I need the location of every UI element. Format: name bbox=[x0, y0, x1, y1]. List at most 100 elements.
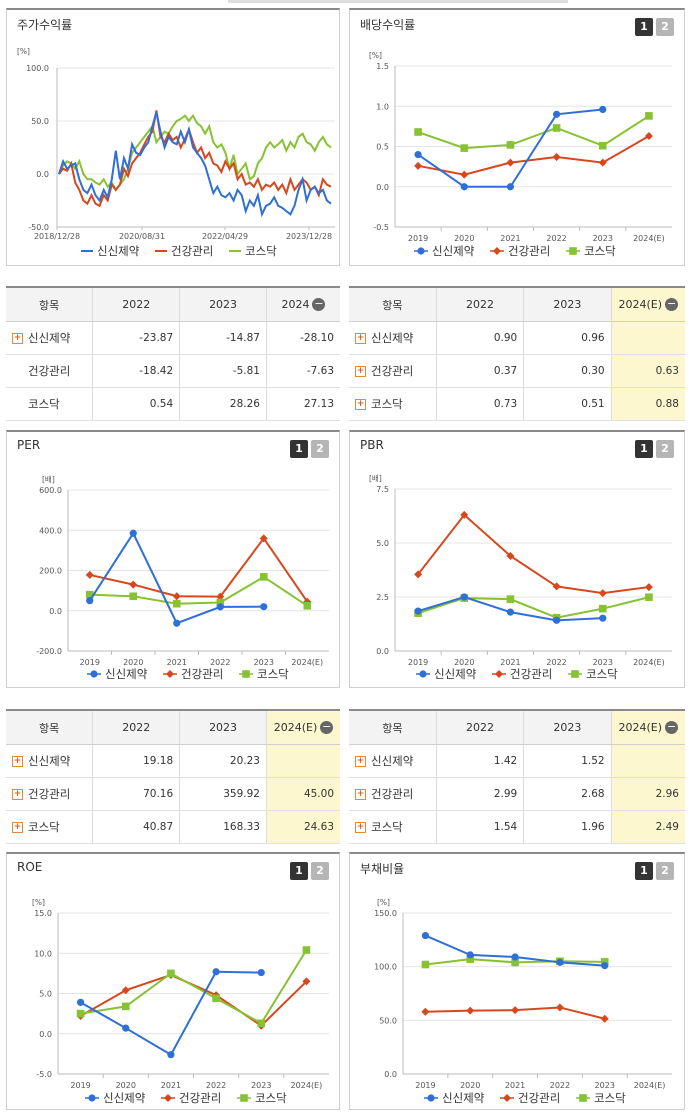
collapse-button[interactable]: − bbox=[320, 720, 334, 735]
y-tick-label: 5.0 bbox=[376, 539, 389, 548]
y-tick-label: -50.0 bbox=[28, 223, 49, 232]
legend-item-s3[interactable]: 코스닥 bbox=[568, 667, 618, 681]
legend-label: 코스닥 bbox=[255, 1091, 287, 1105]
row-name-cell[interactable]: + 건강관리 bbox=[349, 354, 437, 388]
row-label: 건강관리 bbox=[28, 787, 71, 801]
collapse-button[interactable]: − bbox=[665, 297, 679, 312]
y-tick-label: 50.0 bbox=[379, 1016, 397, 1025]
y-tick-label: 1.0 bbox=[376, 102, 389, 111]
stock-return-panel: 주가수익률 [%] 100.0 50.0 0.0 -50.0 2018/12/28 2020… bbox=[6, 8, 340, 266]
data-point bbox=[644, 132, 653, 141]
row-label: 신신제약 bbox=[371, 754, 414, 768]
data-point bbox=[506, 158, 515, 167]
row-name-cell[interactable]: + 신신제약 bbox=[349, 744, 437, 778]
expand-icon[interactable]: + bbox=[355, 366, 366, 377]
expand-icon[interactable]: + bbox=[12, 822, 23, 833]
legend-item-s3[interactable]: 코스닥 bbox=[576, 1091, 626, 1105]
data-point bbox=[598, 589, 607, 598]
expand-icon[interactable]: + bbox=[355, 822, 366, 833]
legend-item-s2[interactable]: 건강관리 bbox=[161, 1091, 221, 1105]
collapse-button[interactable]: − bbox=[312, 297, 326, 312]
expand-icon[interactable]: + bbox=[12, 333, 23, 344]
x-tick-label: 2022 bbox=[206, 1081, 226, 1090]
pbr-chart: [배] 7.5 5.0 2.5 0.0 2019 2020 2021 2022 2023 2024(… bbox=[369, 474, 672, 681]
view-2-button[interactable]: 2 bbox=[656, 862, 674, 880]
legend-item-s2[interactable]: 건강관리 bbox=[492, 667, 552, 681]
value-cell: -18.42 bbox=[92, 354, 180, 388]
header-cell: 항목 bbox=[6, 710, 93, 745]
x-tick-label: 2020 bbox=[460, 1081, 480, 1090]
value-cell: 27.13 bbox=[265, 387, 340, 421]
data-point bbox=[552, 582, 561, 591]
legend-item-s2[interactable]: 건강관리 bbox=[490, 244, 550, 258]
expand-icon[interactable]: + bbox=[12, 366, 23, 377]
pbr-table: 항목 2022 2023 2024(E) − + 신신제약 1.42 1.52 + 건강관리 2.99… bbox=[349, 709, 685, 844]
legend-item-s1[interactable]: 신신제약 bbox=[424, 1091, 485, 1105]
legend-item-s1[interactable]: 신신제약 bbox=[85, 1091, 146, 1105]
view-1-button[interactable]: 1 bbox=[290, 440, 308, 458]
view-1-button[interactable]: 1 bbox=[635, 440, 653, 458]
x-tick-label: 2019 bbox=[80, 658, 100, 667]
legend-item-s3[interactable]: 코스닥 bbox=[239, 667, 289, 681]
row-name-cell[interactable]: + 코스닥 bbox=[6, 387, 93, 421]
y-tick-label: 15.0 bbox=[34, 909, 52, 918]
view-1-button[interactable]: 1 bbox=[635, 862, 653, 880]
expand-icon[interactable]: + bbox=[12, 399, 23, 410]
legend-item-s3[interactable]: 코스닥 bbox=[237, 1091, 287, 1105]
data-point bbox=[257, 968, 265, 977]
row-name-cell[interactable]: + 코스닥 bbox=[6, 810, 93, 844]
y-tick-label: -5.0 bbox=[36, 1070, 52, 1079]
legend-item-s1[interactable]: 신신제약 bbox=[81, 244, 140, 258]
view-2-button[interactable]: 2 bbox=[311, 440, 329, 458]
view-2-button[interactable]: 2 bbox=[656, 440, 674, 458]
data-point bbox=[555, 1003, 564, 1012]
legend-marker bbox=[569, 247, 577, 255]
row-name-cell[interactable]: + 코스닥 bbox=[349, 387, 437, 421]
row-name-cell[interactable]: + 신신제약 bbox=[6, 321, 93, 355]
legend-label: 건강관리 bbox=[181, 667, 223, 681]
collapse-button[interactable]: − bbox=[665, 720, 679, 735]
row-label: 건강관리 bbox=[28, 364, 71, 378]
expand-icon[interactable]: + bbox=[12, 756, 23, 767]
table-row: + 신신제약 0.90 0.96 bbox=[349, 321, 685, 355]
panel-title: 주가수익률 bbox=[17, 18, 73, 32]
legend-item-s2[interactable]: 건강관리 bbox=[500, 1091, 560, 1105]
value-cell: 0.30 bbox=[523, 354, 612, 388]
legend-marker bbox=[503, 1094, 511, 1102]
expand-icon[interactable]: + bbox=[355, 333, 366, 344]
expand-icon[interactable]: + bbox=[355, 789, 366, 800]
legend-marker bbox=[579, 1094, 587, 1102]
view-2-button[interactable]: 2 bbox=[311, 862, 329, 880]
legend-item-s3[interactable]: 코스닥 bbox=[566, 244, 616, 258]
value-cell: 40.87 bbox=[92, 810, 180, 844]
expand-icon[interactable]: + bbox=[12, 789, 23, 800]
view-2-button[interactable]: 2 bbox=[656, 18, 674, 36]
data-point bbox=[506, 183, 515, 191]
row-name-cell[interactable]: + 건강관리 bbox=[6, 777, 93, 811]
row-name-cell[interactable]: + 건강관리 bbox=[349, 777, 437, 811]
row-name-cell[interactable]: + 신신제약 bbox=[6, 744, 93, 778]
legend-item-s2[interactable]: 건강관리 bbox=[163, 667, 223, 681]
data-point bbox=[86, 597, 94, 605]
header-cell: 2024(E) − bbox=[610, 287, 685, 322]
legend-item-s2[interactable]: 건강관리 bbox=[155, 244, 213, 258]
legend-item-s1[interactable]: 신신제약 bbox=[414, 244, 475, 258]
legend-item-s1[interactable]: 신신제약 bbox=[87, 667, 148, 681]
data-point bbox=[506, 141, 515, 149]
y-tick-label: 0.0 bbox=[36, 170, 49, 179]
row-name-cell[interactable]: + 건강관리 bbox=[6, 354, 93, 388]
expand-icon[interactable]: + bbox=[355, 756, 366, 767]
value-cell: 28.26 bbox=[179, 387, 267, 421]
legend-item-s3[interactable]: 코스닥 bbox=[229, 244, 277, 258]
data-point bbox=[121, 1002, 130, 1011]
data-point bbox=[302, 977, 311, 986]
row-name-cell[interactable]: + 코스닥 bbox=[349, 810, 437, 844]
row-name-cell[interactable]: + 신신제약 bbox=[349, 321, 437, 355]
legend-item-s1[interactable]: 신신제약 bbox=[416, 667, 477, 681]
view-1-button[interactable]: 1 bbox=[290, 862, 308, 880]
expand-icon[interactable]: + bbox=[355, 399, 366, 410]
data-point bbox=[76, 998, 85, 1006]
view-1-button[interactable]: 1 bbox=[635, 18, 653, 36]
